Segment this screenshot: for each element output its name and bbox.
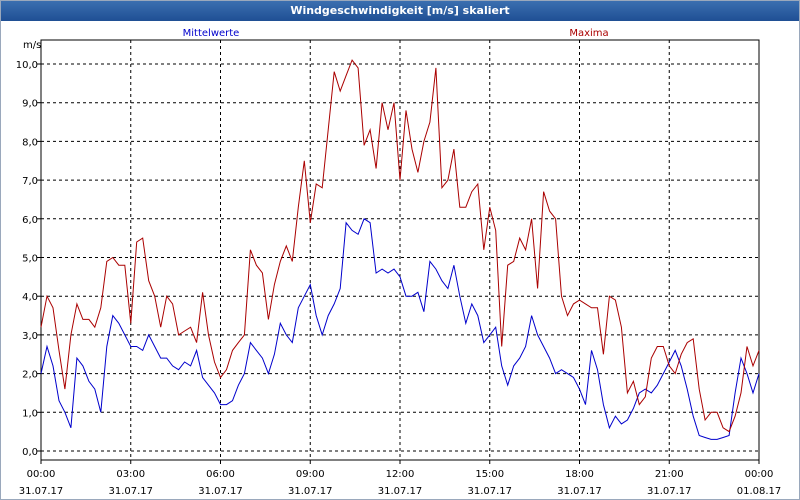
x-tick-date-label: 31.07.17 <box>198 486 243 497</box>
x-tick-date-label: 31.07.17 <box>288 486 333 497</box>
x-tick-date-label: 31.07.17 <box>378 486 423 497</box>
x-tick-date-label: 31.07.17 <box>19 486 64 497</box>
y-tick-label: 3,0 <box>22 331 38 342</box>
x-tick-time-label: 09:00 <box>296 469 325 480</box>
y-tick-label: 8,0 <box>22 137 38 148</box>
y-tick-label: 6,0 <box>22 215 38 226</box>
x-tick-time-label: 06:00 <box>206 469 235 480</box>
x-tick-date-label: 31.07.17 <box>557 486 602 497</box>
x-tick-time-label: 21:00 <box>655 469 684 480</box>
x-tick-date-label: 01.08.17 <box>737 486 782 497</box>
y-tick-label: 7,0 <box>22 176 38 187</box>
x-tick-time-label: 03:00 <box>116 469 145 480</box>
window-title: Windgeschwindigkeit [m/s] skaliert <box>1 1 799 21</box>
legend-maxima: Maxima <box>569 28 608 39</box>
y-tick-label: 1,0 <box>22 408 38 419</box>
x-axis: 00:00 31.07.17 03:00 31.07.17 06:00 31.07.17 0… <box>19 460 782 497</box>
y-tick-label: 2,0 <box>22 370 38 381</box>
x-tick-time-label: 00:00 <box>27 469 56 480</box>
y-tick-label: 9,0 <box>22 99 38 110</box>
x-tick-date-label: 31.07.17 <box>647 486 692 497</box>
y-tick-label: 0,0 <box>22 447 38 458</box>
y-tick-label: 4,0 <box>22 292 38 303</box>
x-tick-time-label: 18:00 <box>565 469 594 480</box>
legend-mittelwerte: Mittelwerte <box>183 28 240 39</box>
x-tick-time-label: 00:00 <box>745 469 774 480</box>
y-axis: 0,0 1,0 2,0 3,0 4,0 5,0 6,0 7,0 8,0 9,0 10,0 <box>16 60 41 458</box>
x-tick-time-label: 15:00 <box>475 469 504 480</box>
y-tick-label: 10,0 <box>16 60 38 71</box>
x-tick-date-label: 31.07.17 <box>467 486 512 497</box>
x-tick-time-label: 12:00 <box>386 469 415 480</box>
series-line-mittelwerte <box>40 218 760 440</box>
series-line-maxima <box>40 59 760 433</box>
y-axis-unit-label: m/s <box>23 40 41 51</box>
y-tick-label: 5,0 <box>22 254 38 265</box>
x-tick-date-label: 31.07.17 <box>108 486 153 497</box>
grid-lines <box>41 40 759 460</box>
series-lines <box>40 59 760 440</box>
wind-speed-chart: 0,0 1,0 2,0 3,0 4,0 5,0 6,0 7,0 8,0 9,0 10,0 00:00… <box>16 28 782 497</box>
